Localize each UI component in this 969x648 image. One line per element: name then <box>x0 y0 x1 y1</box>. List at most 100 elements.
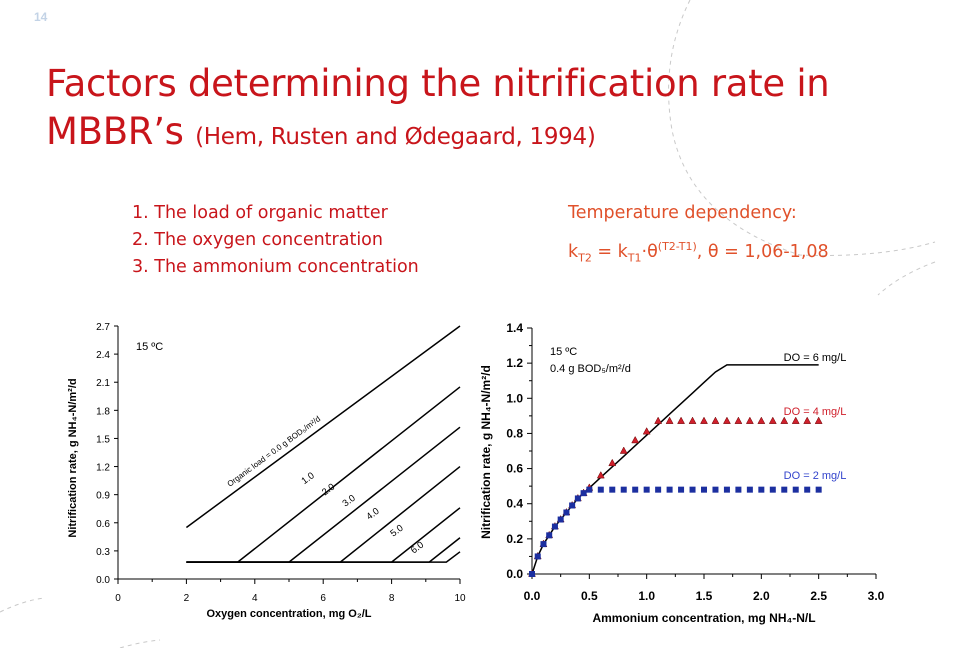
data-point-do2 <box>769 486 776 493</box>
data-point-do4 <box>608 458 617 467</box>
temperature-heading: Temperature dependency: <box>568 203 797 223</box>
x-tick-label: 2.0 <box>753 589 770 603</box>
data-point-do4 <box>596 471 605 479</box>
data-point-do4 <box>654 416 663 424</box>
data-point-do4 <box>631 435 640 444</box>
data-point-do2 <box>678 486 685 493</box>
factor-item: 3. The ammonium concentration <box>132 257 419 277</box>
formula-theta-range: , θ = 1,06-1,08 <box>696 241 829 262</box>
data-point-do4 <box>677 416 685 424</box>
data-point-do2 <box>746 486 753 493</box>
data-point-do2 <box>574 495 581 502</box>
x-tick-label: 10 <box>454 593 466 604</box>
data-point-do2 <box>569 502 576 509</box>
x-tick-label: 1.5 <box>696 589 713 603</box>
data-point-do2 <box>792 486 799 493</box>
data-point-do2 <box>632 486 639 493</box>
series-label-do6: DO = 6 mg/L <box>784 352 847 364</box>
data-point-do2 <box>597 486 604 493</box>
y-tick-label: 0.2 <box>506 532 523 546</box>
data-point-do4 <box>814 416 823 424</box>
y-tick-label: 1.2 <box>96 463 110 474</box>
factor-item: 1. The load of organic matter <box>132 203 388 223</box>
x-tick-label: 0.5 <box>581 589 598 603</box>
data-point-do2 <box>712 486 719 493</box>
data-point-do2 <box>534 553 541 560</box>
data-point-do2 <box>557 516 564 523</box>
title-citation: (Hem, Rusten and Ødegaard, 1994) <box>195 124 596 150</box>
data-point-do2 <box>540 541 547 548</box>
y-tick-label: 0.0 <box>506 567 523 581</box>
organic-load-line <box>186 551 461 563</box>
data-point-do2 <box>643 486 650 493</box>
data-point-do2 <box>609 486 616 493</box>
series-label-do4: DO = 4 mg/L <box>784 406 847 418</box>
series-label-do2: DO = 2 mg/L <box>784 470 847 482</box>
data-point-do4 <box>700 416 708 424</box>
data-point-do4 <box>665 416 674 424</box>
y-tick-label: 0.4 <box>506 497 523 511</box>
formula-k: k <box>617 241 628 262</box>
data-point-do4 <box>688 416 697 424</box>
y-tick-label: 2.1 <box>96 378 110 389</box>
formula-sub-t1: T1 <box>627 251 642 265</box>
data-point-do2 <box>701 486 707 493</box>
ammonium-chart-axes: 0.0 0.5 1.0 1.5 2.0 2.5 3.0 0.0 0.2 0.4 0.6 0.8 1.0 1… <box>506 321 884 603</box>
factor-list: 1. The load of organic matter 2. The oxy… <box>132 200 419 281</box>
data-point-do4 <box>642 427 651 435</box>
data-point-do4 <box>619 446 628 454</box>
data-point-do2 <box>666 486 673 493</box>
y-tick-label: 0.0 <box>96 575 110 586</box>
y-tick-label: 0.8 <box>506 426 523 440</box>
data-point-do2 <box>563 509 570 516</box>
data-point-do2 <box>546 532 553 539</box>
ammonium-chart-annotation-2: 0.4 g BOD₅/m²/d <box>550 363 631 375</box>
formula-sub-t2: T2 <box>578 251 592 265</box>
data-point-do2 <box>529 571 535 577</box>
arrhenius-formula: kT2 = kT1·θ(T2-T1), θ = 1,06-1,08 <box>568 233 829 271</box>
formula-equals: = <box>591 241 618 262</box>
formula-exponent: (T2-T1) <box>657 240 697 253</box>
oxygen-chart-annotation: 15 ºC <box>136 341 163 353</box>
data-point-do2 <box>758 486 765 493</box>
data-point-do4 <box>757 416 766 424</box>
data-point-do4 <box>745 416 754 424</box>
x-tick-label: 0 <box>115 593 121 604</box>
y-tick-label: 0.6 <box>506 462 523 476</box>
data-point-do4 <box>734 416 743 424</box>
data-point-do2 <box>655 486 662 493</box>
series-line-do6 <box>531 364 819 575</box>
data-point-do4 <box>791 416 800 424</box>
y-tick-label: 1.5 <box>96 434 110 445</box>
x-tick-label: 1.0 <box>638 589 655 603</box>
x-tick-label: 3.0 <box>868 589 885 603</box>
x-tick-label: 0.0 <box>524 589 541 603</box>
data-point-do2 <box>815 486 822 493</box>
ammonium-chart-annotation-1: 15 ºC <box>550 346 577 358</box>
x-tick-label: 2.5 <box>810 589 827 603</box>
data-point-do4 <box>780 416 789 424</box>
y-tick-label: 0.6 <box>96 519 110 530</box>
ammonium-chart-xlabel: Ammonium concentration, mg NH₄-N/L <box>592 611 815 625</box>
x-tick-label: 2 <box>184 593 190 604</box>
oxygen-chart-xlabel: Oxygen concentration, mg O₂/L <box>206 608 371 620</box>
data-point-do4 <box>723 416 731 424</box>
y-tick-label: 2.4 <box>96 350 110 361</box>
data-point-do2 <box>781 486 788 493</box>
data-point-do2 <box>620 486 627 493</box>
x-tick-label: 4 <box>252 593 258 604</box>
oxygen-chart-lines <box>185 325 461 563</box>
organic-load-line <box>185 325 461 529</box>
data-point-do2 <box>804 486 811 493</box>
data-point-do4 <box>768 416 777 424</box>
data-point-do2 <box>689 486 696 493</box>
y-tick-label: 1.2 <box>506 356 523 370</box>
data-point-do4 <box>711 416 720 424</box>
y-tick-label: 0.3 <box>96 547 110 558</box>
data-point-do2 <box>723 486 730 493</box>
data-point-do2 <box>580 490 587 497</box>
data-point-do2 <box>586 486 593 493</box>
data-point-do2 <box>551 523 558 530</box>
